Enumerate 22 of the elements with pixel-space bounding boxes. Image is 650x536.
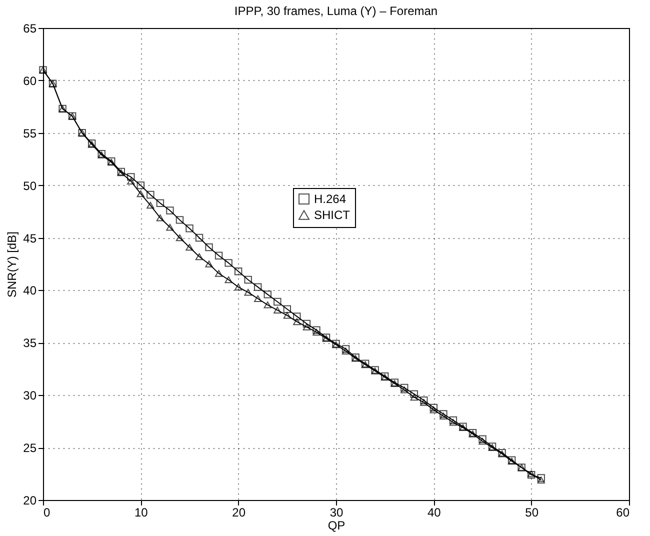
y-tick-label: 25 bbox=[23, 441, 37, 456]
y-tick-label: 50 bbox=[23, 178, 37, 193]
x-tick-label: 50 bbox=[525, 506, 539, 520]
y-tick-label: 45 bbox=[23, 231, 37, 246]
y-tick-label: 35 bbox=[23, 336, 37, 350]
y-tick-label: 40 bbox=[23, 284, 37, 298]
x-axis-title: QP bbox=[328, 518, 346, 532]
y-tick-label: 55 bbox=[23, 126, 37, 140]
y-tick-label: 60 bbox=[23, 74, 37, 88]
y-tick-label: 20 bbox=[23, 494, 37, 508]
legend-label: H.264 bbox=[314, 192, 346, 206]
y-tick-label: 30 bbox=[23, 388, 37, 403]
x-tick-label: 10 bbox=[134, 506, 148, 520]
y-axis-title: SNR(Y) [dB] bbox=[5, 231, 20, 298]
x-tick-label: 30 bbox=[330, 506, 344, 520]
y-tick-label: 65 bbox=[23, 22, 37, 36]
x-tick-label: 20 bbox=[232, 506, 246, 520]
chart-title: IPPP, 30 frames, Luma (Y) – Foreman bbox=[234, 4, 438, 18]
legend-label: SHICT bbox=[314, 208, 351, 222]
x-tick-label: 40 bbox=[427, 506, 442, 520]
x-tick-label: 60 bbox=[616, 506, 630, 520]
x-tick-label: 0 bbox=[44, 506, 50, 520]
